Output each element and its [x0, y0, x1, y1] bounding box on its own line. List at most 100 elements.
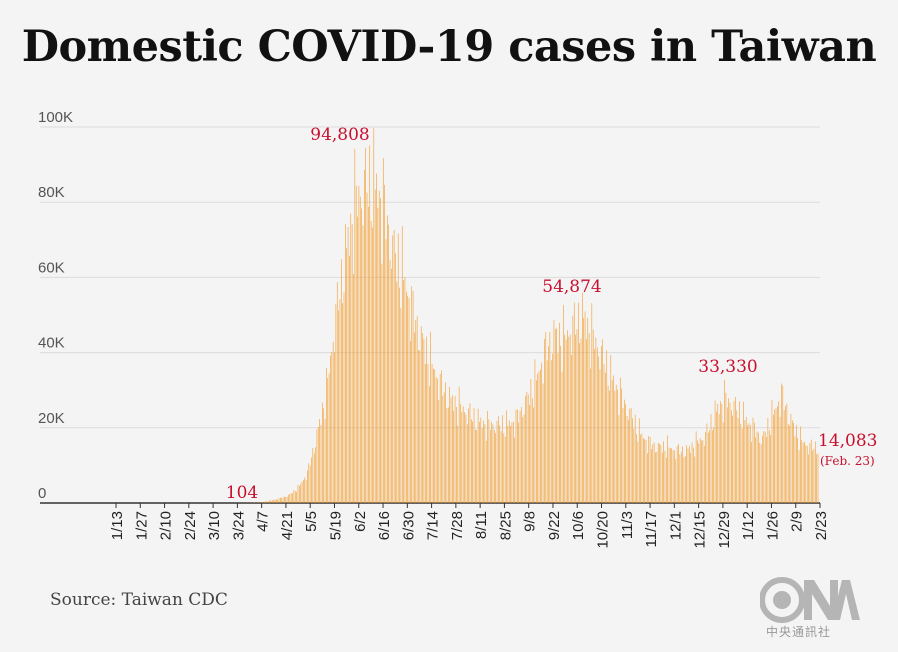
bar [668, 447, 670, 503]
bar [347, 227, 349, 503]
bar [559, 322, 560, 503]
bar [702, 440, 704, 503]
x-tick-label: 8/11 [473, 511, 490, 539]
x-tick-label: 10/6 [570, 511, 587, 540]
bar [372, 227, 373, 504]
bar [277, 499, 278, 503]
bar [391, 268, 392, 503]
bar [494, 430, 495, 503]
bar [523, 414, 525, 503]
bar [775, 408, 777, 503]
bar [332, 341, 334, 503]
bar [561, 371, 563, 503]
bar [274, 499, 276, 503]
bar [299, 486, 300, 503]
bar [659, 443, 660, 503]
bar [370, 220, 372, 503]
bar [751, 442, 752, 503]
bar [787, 424, 789, 503]
bar [798, 450, 800, 503]
bar [300, 483, 301, 503]
bar [554, 329, 556, 503]
bar [809, 443, 811, 503]
bar [483, 420, 484, 503]
bar [489, 429, 491, 503]
annotation-label: 94,808 [310, 125, 369, 145]
bar [657, 442, 659, 503]
bar [614, 390, 616, 503]
bar [708, 432, 709, 503]
bar [293, 489, 295, 503]
bar [531, 398, 533, 503]
bar [777, 406, 778, 503]
bar [679, 454, 681, 503]
bar [794, 436, 796, 503]
bar [550, 360, 552, 503]
bar [691, 442, 693, 503]
bar [756, 431, 758, 503]
bar [374, 189, 376, 503]
bar [434, 369, 436, 503]
x-tick-label: 12/15 [692, 511, 709, 549]
bar [762, 435, 763, 503]
bar [382, 158, 384, 503]
bar [812, 450, 813, 503]
bar [400, 308, 402, 503]
bar [771, 399, 773, 503]
bar [307, 470, 308, 503]
bar [802, 442, 804, 503]
bar [305, 480, 307, 503]
bar [261, 502, 262, 503]
bar [779, 416, 781, 503]
chart-title: Domestic COVID-19 cases in Taiwan [21, 22, 877, 72]
bar [540, 369, 541, 503]
bar [653, 442, 655, 503]
bar [549, 331, 551, 503]
bar [349, 255, 350, 503]
bar [763, 431, 765, 503]
bar [656, 451, 658, 503]
bar [721, 403, 723, 503]
bar [545, 332, 547, 503]
bar [690, 452, 691, 503]
bar [594, 349, 595, 503]
bar [536, 380, 537, 503]
bar [278, 497, 280, 503]
bar [587, 317, 589, 503]
bar [452, 395, 453, 503]
bar [720, 401, 721, 503]
bar [389, 259, 391, 503]
x-tick-label: 5/5 [303, 511, 320, 532]
bar [717, 403, 719, 503]
bar [564, 334, 566, 503]
bar [286, 496, 288, 503]
bar [804, 441, 805, 503]
bar [522, 417, 524, 503]
bar [630, 407, 632, 503]
bar [441, 370, 442, 503]
bar [557, 353, 559, 503]
bar [577, 302, 579, 503]
bar [768, 430, 770, 503]
bar [446, 408, 448, 503]
bar [697, 440, 698, 503]
bar [453, 410, 454, 503]
bar [596, 347, 598, 503]
bar [443, 392, 445, 503]
bar [461, 412, 463, 503]
bar [584, 311, 586, 503]
bar [548, 346, 549, 503]
bar [689, 445, 690, 503]
bar [373, 127, 375, 503]
bar [323, 408, 324, 503]
bar [629, 408, 631, 503]
bar [403, 280, 404, 503]
bar [366, 192, 368, 503]
bar [484, 424, 486, 503]
bar [316, 429, 318, 503]
bar [744, 420, 746, 503]
bar [783, 410, 785, 503]
bar [339, 299, 341, 503]
bar [324, 419, 326, 503]
